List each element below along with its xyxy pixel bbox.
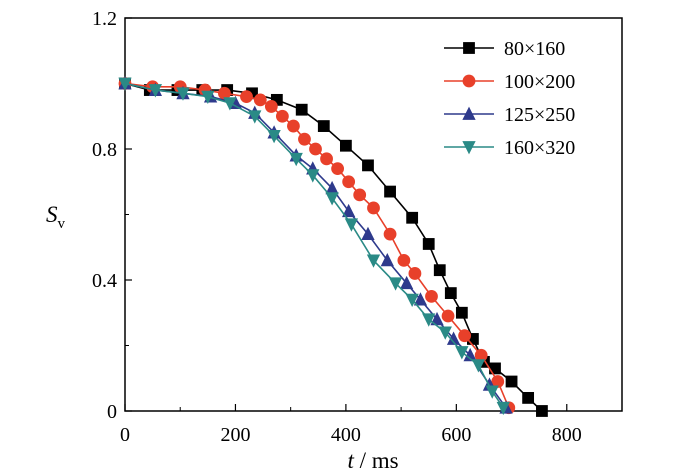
data-point xyxy=(289,152,303,167)
data-point xyxy=(339,139,352,152)
data-point xyxy=(441,309,455,323)
legend-entry: 160×320 xyxy=(444,137,575,159)
x-axis-label: t / ms xyxy=(347,448,398,473)
data-point xyxy=(485,385,499,399)
data-point xyxy=(176,87,190,101)
data-point xyxy=(444,287,457,300)
legend-label: 125×250 xyxy=(504,104,575,126)
axis-ticks: 0 200 400 600 800 0 0.4 0.8 1.2 xyxy=(92,8,582,446)
legend-label: 80×160 xyxy=(504,38,565,60)
data-point xyxy=(505,375,518,388)
data-point xyxy=(455,346,469,360)
data-point xyxy=(317,120,330,132)
data-point xyxy=(406,211,419,224)
data-point xyxy=(361,226,375,241)
data-point xyxy=(240,90,253,103)
series-4 xyxy=(118,77,510,416)
y-tick-label: 0.4 xyxy=(92,270,117,292)
data-point xyxy=(430,311,444,326)
legend-label: 160×320 xyxy=(504,137,575,159)
legend-marker xyxy=(462,106,476,120)
legend-label: 100×200 xyxy=(504,71,575,93)
y-tick-label: 0.8 xyxy=(92,139,117,161)
data-point xyxy=(399,275,414,290)
data-point xyxy=(422,313,436,327)
y-tick-label: 1.2 xyxy=(92,8,117,30)
legend-entry: 100×200 xyxy=(444,71,575,93)
data-point xyxy=(223,97,237,111)
legend: 80×160 100×200 125×250 160×320 xyxy=(444,38,575,159)
data-point xyxy=(388,277,403,291)
data-point xyxy=(384,185,396,198)
data-point xyxy=(148,84,163,98)
series-1 xyxy=(119,77,548,417)
series-2 xyxy=(118,77,516,415)
data-point xyxy=(366,254,381,268)
data-point xyxy=(362,159,374,172)
data-point xyxy=(298,132,311,146)
legend-marker xyxy=(462,74,476,88)
data-point xyxy=(408,267,422,280)
data-point xyxy=(536,405,548,417)
data-point xyxy=(325,192,339,206)
data-point xyxy=(463,347,477,362)
data-point xyxy=(287,119,300,133)
data-point xyxy=(522,391,535,404)
x-tick-label: 400 xyxy=(331,424,361,446)
legend-entry: 125×250 xyxy=(444,104,575,126)
data-point xyxy=(425,289,438,303)
data-point xyxy=(342,175,356,189)
series-3 xyxy=(118,76,513,414)
y-axis-label: Sv xyxy=(46,202,66,232)
data-point xyxy=(471,359,486,373)
x-tick-label: 0 xyxy=(120,424,130,446)
data-point xyxy=(309,142,322,156)
data-point xyxy=(248,110,262,124)
data-point xyxy=(275,109,289,123)
series-line xyxy=(124,82,504,409)
data-point xyxy=(422,238,435,250)
data-point xyxy=(267,129,281,144)
data-point xyxy=(397,253,411,267)
data-point xyxy=(496,401,510,416)
data-point xyxy=(367,201,380,215)
x-tick-label: 200 xyxy=(220,424,250,446)
data-point xyxy=(380,252,394,267)
data-point xyxy=(295,103,308,116)
legend-marker xyxy=(462,141,476,155)
x-tick-label: 600 xyxy=(441,424,471,446)
series-layer xyxy=(118,76,548,417)
data-point xyxy=(253,93,267,107)
data-point xyxy=(118,77,132,91)
data-point xyxy=(383,227,397,241)
series-line xyxy=(124,82,507,409)
data-point xyxy=(320,152,333,166)
data-point xyxy=(458,329,472,343)
data-point xyxy=(438,326,452,340)
series-line xyxy=(124,82,510,409)
data-point xyxy=(306,169,320,183)
data-point xyxy=(264,100,278,113)
data-point xyxy=(433,264,446,277)
data-point xyxy=(201,90,215,104)
data-point xyxy=(405,293,419,308)
data-point xyxy=(455,306,468,319)
y-tick-label: 0 xyxy=(107,401,117,423)
data-point xyxy=(413,292,428,306)
legend-marker xyxy=(463,42,475,54)
legend-entry: 80×160 xyxy=(444,38,565,60)
x-tick-label: 800 xyxy=(552,424,582,446)
data-point xyxy=(353,188,367,202)
data-point xyxy=(342,203,356,218)
data-point xyxy=(331,162,345,176)
data-point xyxy=(344,218,359,232)
